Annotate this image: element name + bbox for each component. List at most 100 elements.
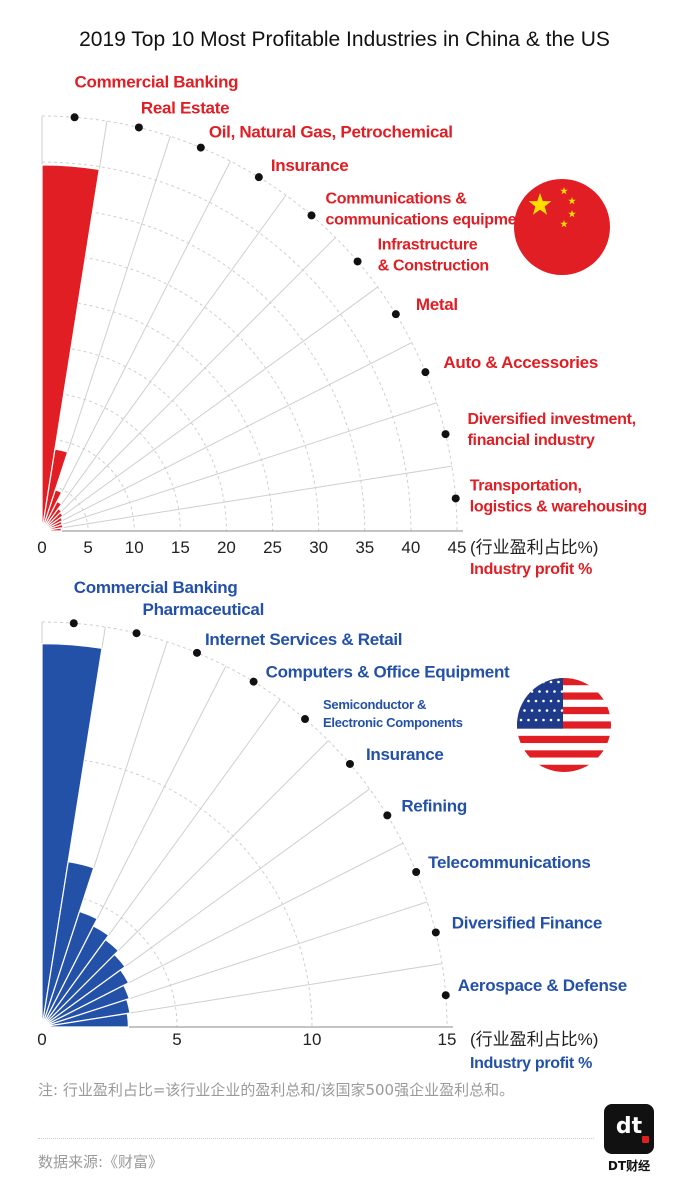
chart-title: 2019 Top 10 Most Profitable Industries i… — [79, 28, 610, 51]
us-flag-star-icon — [557, 718, 560, 722]
china-category-label: Diversified investment, — [468, 411, 636, 428]
us-tick-label: 10 — [303, 1030, 322, 1049]
china-bar — [41, 523, 64, 532]
us-tick-label: 0 — [37, 1030, 46, 1049]
china-tick-label: 15 — [171, 538, 190, 557]
china-category-label: Oil, Natural Gas, Petrochemical — [209, 123, 453, 142]
us-flag-star-icon — [549, 718, 553, 722]
us-label-marker — [345, 759, 354, 768]
china-axis-unit: (行业盈利占比%) — [470, 538, 598, 557]
us-category-label: Electronic Components — [323, 715, 463, 730]
china-bar — [41, 516, 64, 532]
china-category-label: Commercial Banking — [75, 72, 239, 91]
china-category-label: Auto & Accessories — [443, 353, 598, 372]
us-flag-stripe — [517, 757, 611, 766]
us-axis-title: Industry profit % — [470, 1055, 592, 1072]
us-label-marker — [431, 928, 440, 937]
us-category-label: Diversified Finance — [452, 913, 602, 932]
logo-caption: DT财经 — [607, 1159, 651, 1173]
us-flag-star-icon — [557, 680, 560, 684]
logo-dot — [642, 1136, 649, 1143]
china-label-marker — [254, 173, 263, 182]
us-flag-star-icon — [530, 709, 534, 712]
us-flag-stripe — [517, 728, 611, 737]
us-category-label: Computers & Office Equipment — [266, 663, 510, 682]
us-flag-stripe — [517, 714, 611, 722]
us-tick-label: 5 — [172, 1030, 181, 1049]
china-label-marker — [70, 113, 79, 122]
us-bar — [41, 953, 126, 1028]
us-bar — [41, 910, 98, 1028]
us-category-label: Commercial Banking — [74, 578, 238, 597]
us-category-label: Aerospace & Defense — [458, 976, 627, 995]
china-category-label: & Construction — [378, 257, 489, 274]
us-flag-stripe — [517, 750, 611, 758]
us-flag-stripe — [517, 764, 611, 772]
china-tick-label: 30 — [309, 538, 328, 557]
us-label-marker — [441, 991, 450, 1000]
china-label-marker — [391, 310, 400, 319]
us-flag-icon — [517, 678, 611, 772]
divider — [38, 1138, 594, 1139]
china-grid-spoke — [41, 286, 379, 532]
us-bar — [41, 1012, 130, 1028]
china-category-label: Transportation, — [470, 477, 582, 494]
us-label-marker — [249, 677, 258, 686]
us-flag-star-icon — [549, 699, 553, 703]
china-tick-label: 20 — [217, 538, 236, 557]
us-flag-star-icon — [530, 690, 534, 693]
us-flag-stripe — [517, 678, 611, 686]
us-flag-star-icon — [534, 680, 538, 684]
china-flag-star-icon — [560, 187, 568, 195]
us-flag-star-icon — [538, 709, 541, 712]
china-bar — [41, 164, 100, 532]
us-flag-stripe — [517, 721, 611, 729]
us-flag-star-icon — [534, 699, 538, 703]
us-flag-star-icon — [519, 680, 523, 684]
us-flag-stripe — [517, 699, 611, 708]
us-flag-star-icon — [542, 718, 545, 722]
china-tick-label: 5 — [83, 538, 92, 557]
us-bar — [41, 925, 110, 1028]
china-flag-star-icon — [568, 210, 576, 218]
china-label-marker — [353, 257, 362, 266]
china-tick-label: 45 — [448, 538, 467, 557]
china-bar — [41, 511, 64, 532]
china-tick-label: 10 — [125, 538, 144, 557]
us-category-label: Pharmaceutical — [143, 600, 264, 619]
china-category-label: communications equipment — [326, 211, 532, 228]
us-flag-star-icon — [538, 690, 541, 693]
dt-logo: dt — [604, 1104, 654, 1154]
us-category-label: Telecommunications — [428, 853, 590, 872]
china-category-label: Insurance — [271, 156, 349, 175]
us-flag-star-icon — [553, 709, 556, 712]
us-flag-stripe — [517, 685, 611, 693]
china-grid-spoke — [41, 237, 336, 532]
footnote: 注: 行业盈利占比=该行业企业的盈利总和/该国家500强企业盈利总和。 — [38, 1081, 515, 1099]
logo-text: dt — [615, 1114, 643, 1139]
us-flag-star-icon — [560, 690, 564, 693]
us-label-marker — [383, 811, 392, 820]
china-tick-label: 25 — [263, 538, 282, 557]
china-label-marker — [307, 211, 316, 220]
us-bar — [41, 984, 131, 1028]
china-flag-big-star-icon — [528, 193, 552, 215]
us-flag-canton — [517, 678, 563, 729]
us-bar — [41, 998, 131, 1028]
china-grid-spoke — [41, 194, 287, 532]
us-flag-star-icon — [527, 718, 530, 722]
us-flag-star-icon — [560, 709, 564, 712]
china-category-label: financial industry — [468, 432, 595, 449]
us-flag-star-icon — [534, 718, 538, 722]
us-bar — [41, 969, 130, 1028]
china-bar — [41, 527, 62, 532]
us-flag-stripe — [517, 735, 611, 744]
china-category-label: Metal — [416, 295, 458, 314]
china-category-label: Communications & — [326, 190, 468, 207]
china-tick-label: 0 — [37, 538, 46, 557]
us-flag-star-icon — [527, 699, 530, 703]
us-flag-star-icon — [549, 680, 553, 684]
china-flag-star-icon — [568, 197, 576, 205]
us-category-label: Refining — [401, 796, 467, 815]
us-flag-star-icon — [542, 699, 545, 703]
